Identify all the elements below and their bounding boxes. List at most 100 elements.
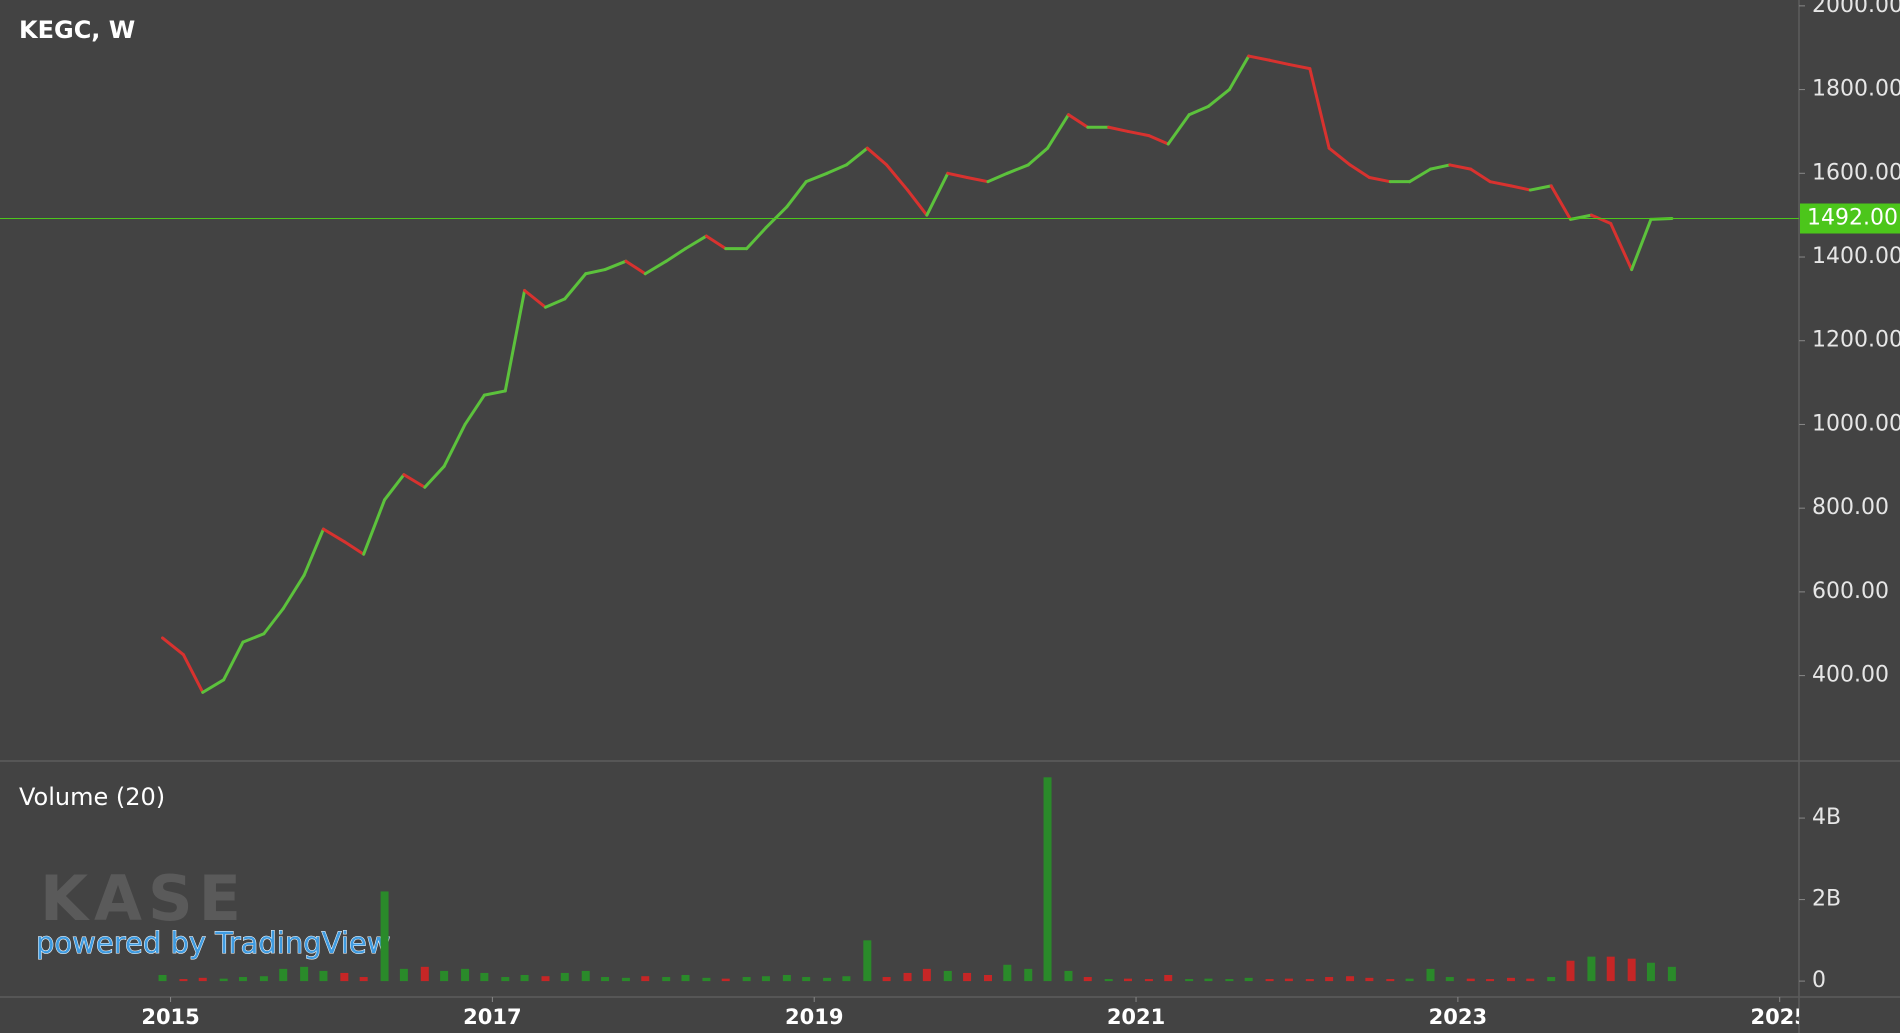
volume-bar [621, 977, 630, 982]
volume-bar [963, 972, 972, 982]
price-segment [262, 607, 285, 636]
volume-bar [742, 977, 751, 982]
price-segment [161, 636, 185, 657]
x-tick-label: 2023 [1429, 1005, 1487, 1029]
volume-bar [520, 974, 529, 982]
price-segment [1549, 184, 1573, 221]
price-segment [302, 527, 325, 577]
y-tick-label: 1400.00 [1812, 244, 1900, 269]
y-tick-label: 1600.00 [1812, 160, 1900, 185]
price-segment [523, 289, 547, 309]
price-segment [1488, 180, 1513, 188]
volume-bar [662, 977, 671, 982]
price-segment [321, 527, 346, 544]
x-tick-label: 2015 [141, 1005, 199, 1029]
price-segment [281, 573, 306, 611]
price-segment [241, 632, 266, 644]
volume-y-tick-label: 2B [1812, 887, 1841, 912]
volume-bars [158, 777, 1676, 982]
y-tick-label: 1800.00 [1812, 77, 1900, 102]
volume-bar [761, 976, 770, 982]
price-segment [624, 259, 647, 276]
y-tick-label: 1200.00 [1812, 328, 1900, 353]
price-segment [1268, 58, 1291, 66]
price-segment [704, 234, 728, 251]
volume-bar [782, 974, 791, 982]
price-segment [885, 163, 910, 192]
volume-bar [300, 966, 309, 982]
volume-bar [359, 977, 368, 982]
volume-bar [1386, 979, 1395, 982]
x-tick-label: 2017 [463, 1005, 521, 1029]
price-segment [745, 226, 768, 251]
price-segment [1287, 62, 1312, 71]
price-segment [1046, 113, 1070, 150]
volume-bar [179, 979, 188, 982]
volume-bar [1164, 974, 1173, 982]
volume-bar [1566, 960, 1575, 982]
price-segment [1227, 54, 1251, 92]
price-segment [1469, 167, 1492, 184]
volume-bar [1466, 978, 1475, 982]
volume-bar [1083, 977, 1092, 982]
volume-bar [922, 968, 931, 982]
volume-bar [1365, 977, 1374, 982]
price-segment [946, 171, 969, 179]
volume-bar [842, 976, 851, 982]
volume-bar [380, 891, 389, 982]
price-segment [1367, 175, 1392, 184]
price-segment [402, 473, 427, 489]
volume-bar [1646, 962, 1655, 982]
price-segment [1448, 163, 1473, 171]
price-segment [643, 259, 668, 276]
volume-bar [1244, 977, 1253, 982]
volume-bar [1506, 977, 1515, 982]
price-segment [965, 175, 990, 184]
volume-y-tick-label: 4B [1812, 805, 1841, 830]
price-segment [906, 188, 929, 217]
volume-bar [219, 978, 228, 982]
price-segment [201, 678, 226, 694]
volume-bar [501, 977, 510, 982]
y-tick-label: 1000.00 [1812, 411, 1900, 436]
volume-bar [1123, 978, 1132, 982]
y-tick-label: 800.00 [1812, 495, 1889, 520]
volume-bar [1526, 978, 1535, 982]
price-segment [342, 540, 366, 556]
price-segment [1066, 113, 1090, 129]
volume-bar [279, 968, 288, 982]
price-segment [1126, 129, 1151, 138]
price-segment [1147, 134, 1170, 146]
volume-bar [681, 974, 690, 982]
volume-bar [1024, 968, 1033, 982]
price-segment [683, 234, 708, 251]
volume-bar [1547, 977, 1556, 982]
last-price-label: 1492.00 [1807, 206, 1898, 231]
volume-bar [721, 978, 730, 982]
volume-bar [863, 940, 872, 982]
price-segment [1026, 146, 1050, 167]
volume-bar [984, 974, 993, 982]
price-segment [785, 180, 808, 209]
volume-bar [641, 976, 650, 982]
price-segment [482, 389, 507, 397]
x-tick-label: 2019 [785, 1005, 843, 1029]
price-segment [1247, 54, 1272, 62]
price-segment [1206, 88, 1231, 108]
volume-bar [943, 970, 952, 982]
price-segment [1528, 184, 1553, 192]
volume-bar [1486, 979, 1495, 982]
volume-bar [1225, 979, 1234, 982]
volume-bar [1185, 979, 1194, 982]
volume-bar [823, 977, 832, 982]
volume-bar [1104, 979, 1113, 982]
volume-bar [1284, 978, 1293, 982]
price-segment [563, 272, 588, 301]
price-segment [1327, 146, 1352, 167]
y-tick-label: 2000.00 [1812, 0, 1900, 18]
volume-title: Volume (20) [19, 783, 165, 811]
volume-bar [1043, 777, 1052, 982]
price-segment [383, 473, 406, 502]
volume-bar [1627, 958, 1636, 982]
